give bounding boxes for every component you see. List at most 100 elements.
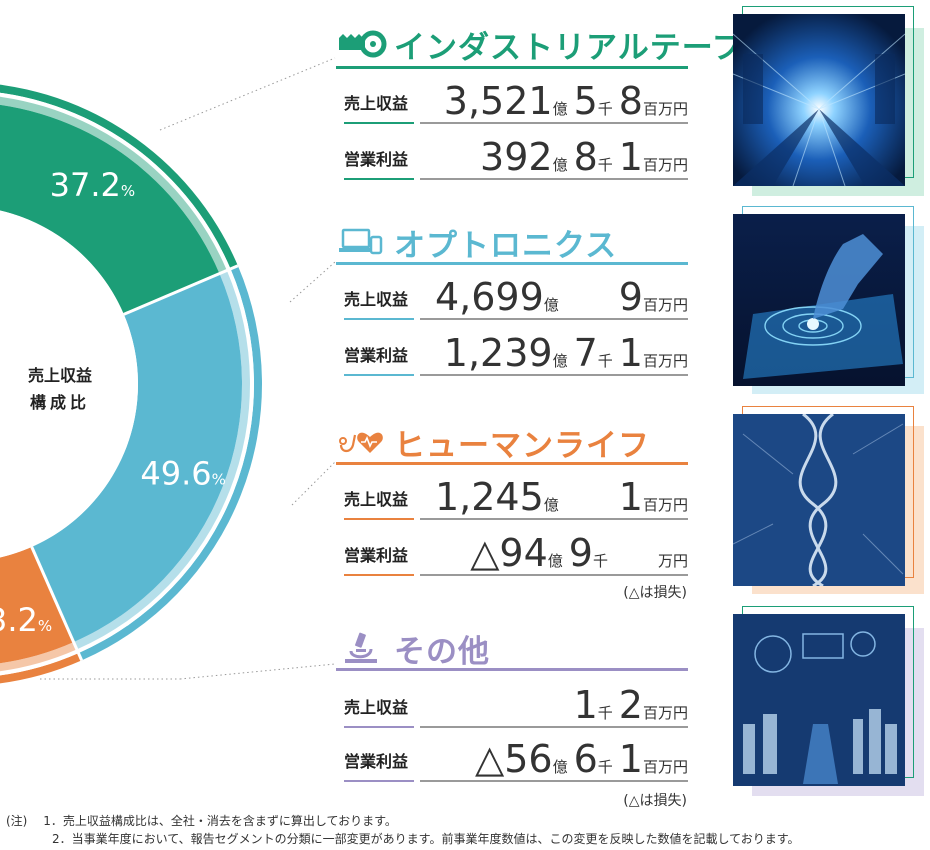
label-underline: [344, 374, 414, 376]
value-oku: △56: [475, 740, 553, 778]
profit-row-other: 営業利益 △56 億 6 千 1 百万円: [344, 742, 688, 782]
value-oku: 4,699: [435, 278, 544, 316]
value-hyaku: 1: [619, 138, 643, 176]
revenue-row-optronics: 売上収益 4,699 億 9 百万円: [344, 280, 688, 320]
footnote-prefix: (注): [6, 814, 27, 828]
profit-label: 営業利益: [344, 342, 408, 370]
profit-row-industrial-tape: 営業利益 392 億 8 千 1 百万円: [344, 140, 688, 180]
value-hyaku: 8: [619, 82, 643, 120]
value-sen: 8: [574, 138, 598, 176]
segment-name: インダストリアルテープ: [394, 22, 744, 67]
segment-title-industrial-tape: インダストリアルテープ: [336, 24, 744, 64]
revenue-value: 1 千 2 百万円: [574, 686, 688, 724]
value-hyaku: 2: [619, 686, 643, 724]
unit-hyaku: 百万円: [643, 494, 688, 515]
profit-value: 1,239 億 7 千 1 百万円: [444, 334, 688, 372]
unit-hyaku: 百万円: [643, 154, 688, 175]
loss-note: (△は損失): [623, 790, 687, 810]
unit-oku: 億: [548, 550, 563, 571]
profit-value: △94 億 9 千 万円: [470, 534, 688, 572]
dna-helix-photo: [733, 414, 905, 586]
profit-label: 営業利益: [344, 748, 408, 776]
profit-row-optronics: 営業利益 1,239 億 7 千 1 百万円: [344, 336, 688, 376]
unit-hyaku: 万円: [658, 550, 688, 571]
footnote-text-1: 1．売上収益構成比は、全社・消去を含まずに算出しております。: [43, 814, 397, 828]
segment-name: その他: [394, 626, 490, 671]
value-sen: 9: [569, 534, 593, 572]
revenue-label: 売上収益: [344, 90, 408, 118]
profit-label: 営業利益: [344, 542, 408, 570]
segment-title-optronics: オプトロニクス: [336, 222, 617, 262]
label-underline: [344, 178, 414, 180]
segment-rule-other: [336, 668, 688, 671]
segment-name: オプトロニクス: [394, 220, 617, 265]
heart-stethoscope-icon: [336, 425, 388, 459]
touch-screen-hand-photo: [733, 214, 905, 386]
value-underline: [420, 178, 688, 180]
unit-oku: 億: [553, 98, 568, 119]
value-sen: 6: [574, 740, 598, 778]
microscope-icon: [336, 631, 388, 665]
value-underline: [420, 726, 688, 728]
unit-hyaku: 百万円: [643, 294, 688, 315]
label-underline: [344, 122, 414, 124]
label-underline: [344, 574, 414, 576]
profit-label: 営業利益: [344, 146, 408, 174]
segment-name: ヒューマンライフ: [394, 420, 650, 465]
segment-rule-optronics: [336, 262, 688, 265]
revenue-label: 売上収益: [344, 694, 408, 722]
value-sen: 1: [574, 686, 598, 724]
footnote-line1: (注) 1．売上収益構成比は、全社・消去を含まずに算出しております。: [6, 812, 397, 829]
segment-rule-industrial-tape: [336, 66, 688, 69]
revenue-label: 売上収益: [344, 486, 408, 514]
unit-hyaku: 百万円: [643, 756, 688, 777]
unit-sen: 千: [593, 550, 608, 571]
profit-value: 392 億 8 千 1 百万円: [480, 138, 688, 176]
value-sen: 5: [574, 82, 598, 120]
unit-sen: 千: [598, 756, 613, 777]
value-hyaku: 9: [619, 278, 643, 316]
unit-hyaku: 百万円: [643, 350, 688, 371]
leader-line-industrial: [160, 58, 335, 130]
label-underline: [344, 518, 414, 520]
unit-sen: 千: [598, 350, 613, 371]
unit-oku: 億: [553, 154, 568, 175]
revenue-row-industrial-tape: 売上収益 3,521 億 5 千 8 百万円: [344, 84, 688, 124]
value-oku: 1,239: [444, 334, 553, 372]
segment-rule-human-life: [336, 462, 688, 465]
value-oku: △94: [470, 534, 548, 572]
leader-line-other: [180, 664, 335, 679]
value-underline: [420, 574, 688, 576]
unit-sen: 千: [598, 154, 613, 175]
factory-corridor-photo: [733, 14, 905, 186]
value-oku: 3,521: [444, 82, 553, 120]
value-hyaku: 1: [619, 740, 643, 778]
profit-row-human-life: 営業利益 △94 億 9 千 万円: [344, 536, 688, 576]
label-underline: [344, 318, 414, 320]
unit-oku: 億: [544, 494, 559, 515]
revenue-value: 3,521 億 5 千 8 百万円: [444, 82, 688, 120]
value-sen: 7: [574, 334, 598, 372]
revenue-row-other: 売上収益 1 千 2 百万円: [344, 688, 688, 728]
devices-icon: [336, 225, 388, 259]
revenue-value: 4,699 億 9 百万円: [435, 278, 688, 316]
value-hyaku: 1: [619, 478, 643, 516]
unit-oku: 億: [553, 756, 568, 777]
revenue-row-human-life: 売上収益 1,245 億 1 百万円: [344, 480, 688, 520]
leader-line-humanlife: [292, 462, 335, 505]
label-underline: [344, 726, 414, 728]
loss-note: (△は損失): [623, 582, 687, 602]
unit-oku: 億: [553, 350, 568, 371]
unit-hyaku: 百万円: [643, 98, 688, 119]
footnote-line2: 2．当事業年度において、報告セグメントの分類に一部変更があります。前事業年度数値…: [52, 830, 800, 847]
revenue-label: 売上収益: [344, 286, 408, 314]
tape-roll-icon: [336, 27, 388, 61]
leader-lines: [0, 0, 340, 720]
value-oku: 392: [480, 138, 553, 176]
leader-line-optronics: [290, 262, 335, 302]
unit-sen: 千: [598, 702, 613, 723]
unit-oku: 億: [544, 294, 559, 315]
unit-sen: 千: [598, 98, 613, 119]
unit-hyaku: 百万円: [643, 702, 688, 723]
label-underline: [344, 780, 414, 782]
